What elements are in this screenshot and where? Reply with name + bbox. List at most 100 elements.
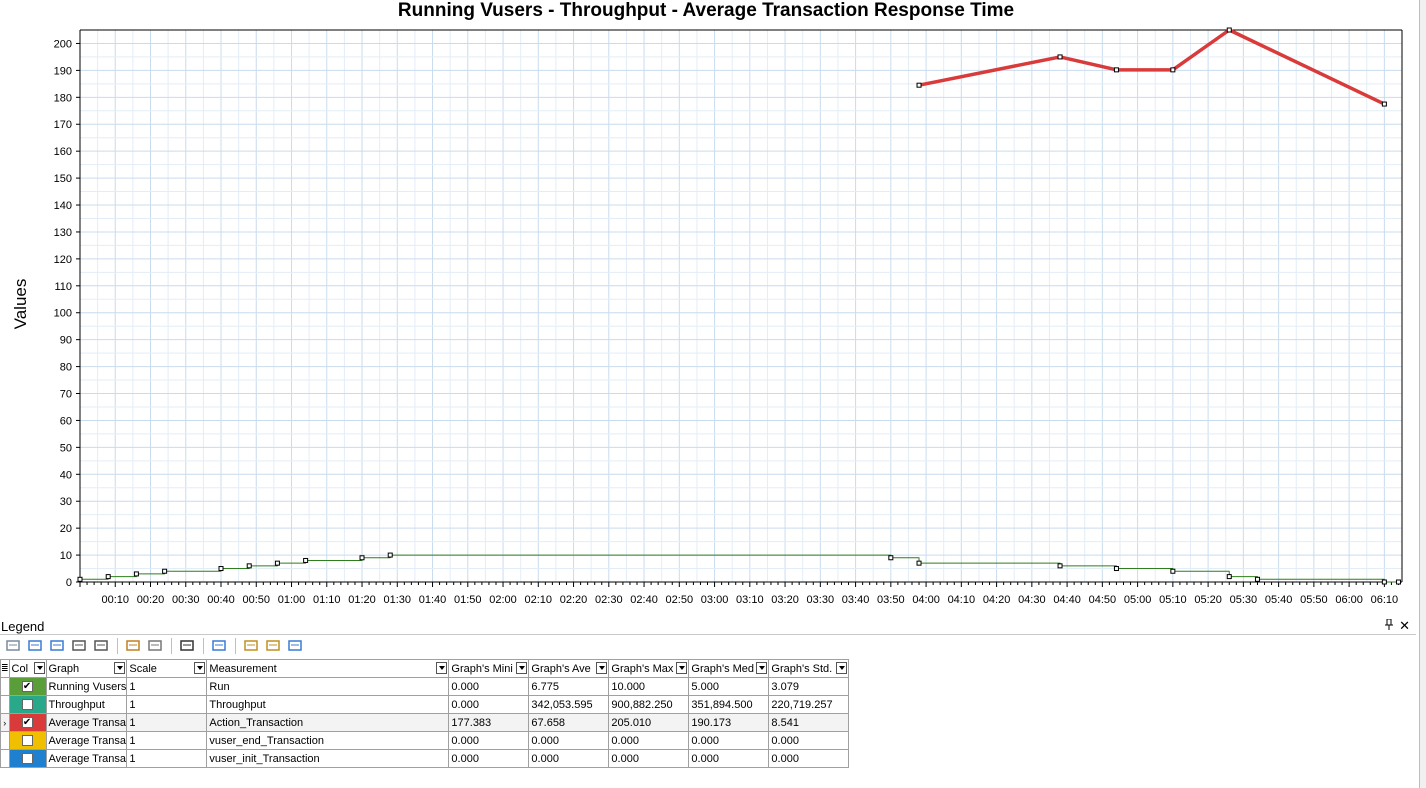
filter-icon[interactable] bbox=[92, 637, 111, 655]
pin-icon[interactable] bbox=[1384, 618, 1394, 635]
cell-avg: 67.658 bbox=[528, 713, 610, 732]
row-selector[interactable] bbox=[0, 695, 10, 714]
dropdown-icon[interactable] bbox=[836, 662, 848, 674]
column-header[interactable]: Graph's Ave bbox=[528, 659, 610, 678]
dropdown-icon[interactable] bbox=[194, 662, 206, 674]
visibility-checkbox[interactable] bbox=[21, 699, 33, 710]
group-icon[interactable] bbox=[264, 637, 283, 655]
x-tick-label: 03:20 bbox=[771, 594, 799, 606]
dropdown-icon[interactable] bbox=[756, 662, 768, 674]
column-header[interactable]: Graph's Mini bbox=[448, 659, 530, 678]
legend-row[interactable]: › ✔ Average Transa 1 Action_Transaction 177.3… bbox=[0, 713, 850, 732]
x-tick-label: 02:50 bbox=[666, 594, 694, 606]
x-tick-label: 01:00 bbox=[278, 594, 306, 606]
cell-min: 177.383 bbox=[448, 713, 530, 732]
properties-icon[interactable] bbox=[286, 637, 305, 655]
cell-min: 0.000 bbox=[448, 749, 530, 768]
data-point-marker bbox=[303, 557, 309, 563]
legend-row[interactable]: Throughput 1 Throughput 0.000 342,053.595 900… bbox=[0, 695, 850, 714]
column-header[interactable]: Graph's Med bbox=[688, 659, 770, 678]
data-point-marker bbox=[359, 555, 365, 561]
legend-row[interactable]: ✔ Running Vusers 1 Run 0.000 6.775 10.000 5.000… bbox=[0, 677, 850, 696]
column-header[interactable]: Measurement bbox=[206, 659, 450, 678]
cell-scale: 1 bbox=[126, 695, 208, 714]
x-tick-label: 03:40 bbox=[842, 594, 870, 606]
color-cell[interactable] bbox=[8, 731, 47, 750]
cell-med: 0.000 bbox=[688, 731, 770, 750]
cell-scale: 1 bbox=[126, 749, 208, 768]
cell-measurement: Action_Transaction bbox=[206, 713, 450, 732]
row-selector[interactable] bbox=[0, 731, 10, 750]
x-tick-label: 02:30 bbox=[595, 594, 623, 606]
cell-min: 0.000 bbox=[448, 695, 530, 714]
data-point-marker bbox=[1395, 579, 1401, 585]
dropdown-icon[interactable] bbox=[516, 662, 528, 674]
row-selector[interactable] bbox=[0, 677, 10, 696]
color-cell[interactable]: ✔ bbox=[8, 713, 47, 732]
data-point-marker bbox=[246, 563, 252, 569]
column-header[interactable]: Graph bbox=[45, 659, 128, 678]
x-tick-label: 00:40 bbox=[207, 594, 235, 606]
visibility-checkbox[interactable] bbox=[21, 735, 33, 746]
color-cell[interactable] bbox=[8, 749, 47, 768]
cell-graph: Throughput bbox=[45, 695, 128, 714]
cell-measurement: Throughput bbox=[206, 695, 450, 714]
data-point-marker bbox=[162, 568, 168, 574]
data-point-marker bbox=[1057, 54, 1063, 60]
row-selector[interactable]: › bbox=[0, 713, 10, 732]
visibility-checkbox[interactable]: ✔ bbox=[21, 717, 33, 728]
column-header[interactable]: Scale bbox=[126, 659, 208, 678]
print-icon[interactable] bbox=[146, 637, 165, 655]
visibility-checkbox[interactable]: ✔ bbox=[21, 681, 33, 692]
hide-all-icon[interactable] bbox=[26, 637, 45, 655]
chart-area[interactable]: 0 10 20 30 40 50 60 70 80 90 100 110 120 130 140 150 160… bbox=[0, 0, 1418, 612]
data-point-marker bbox=[1113, 566, 1119, 572]
data-point-marker bbox=[1226, 574, 1232, 580]
cell-med: 190.173 bbox=[688, 713, 770, 732]
color-cell[interactable] bbox=[8, 695, 47, 714]
column-header[interactable]: Col bbox=[8, 659, 47, 678]
row-selector[interactable] bbox=[0, 749, 10, 768]
axes: 0 10 20 30 40 50 60 70 80 90 100 110 120 130 140 150 160… bbox=[54, 29, 1403, 606]
sort-icon[interactable] bbox=[242, 637, 261, 655]
cell-max: 900,882.250 bbox=[608, 695, 690, 714]
show-all-icon[interactable] bbox=[4, 637, 23, 655]
data-point-marker bbox=[1254, 576, 1260, 582]
x-tick-label: 03:10 bbox=[736, 594, 764, 606]
cell-std: 8.541 bbox=[768, 713, 850, 732]
export-icon[interactable] bbox=[124, 637, 143, 655]
dropdown-icon[interactable] bbox=[114, 662, 126, 674]
color-cell[interactable]: ✔ bbox=[8, 677, 47, 696]
legend-row[interactable]: Average Transa 1 vuser_end_Transaction 0.00… bbox=[0, 731, 850, 750]
configure-icon[interactable] bbox=[178, 637, 197, 655]
y-tick-label: 140 bbox=[54, 200, 72, 212]
y-tick-label: 100 bbox=[54, 308, 72, 320]
x-tick-label: 04:10 bbox=[948, 594, 976, 606]
cell-max: 10.000 bbox=[608, 677, 690, 696]
data-point-marker bbox=[1381, 579, 1387, 585]
x-tick-label: 04:00 bbox=[912, 594, 940, 606]
x-tick-label: 02:20 bbox=[560, 594, 588, 606]
y-tick-label: 180 bbox=[54, 92, 72, 104]
row-selector-header[interactable]: ≣ bbox=[0, 659, 10, 678]
dropdown-icon[interactable] bbox=[436, 662, 448, 674]
cell-scale: 1 bbox=[126, 713, 208, 732]
toolbar-separator bbox=[117, 638, 118, 654]
plot-background bbox=[80, 30, 1402, 582]
dropdown-icon[interactable] bbox=[33, 662, 45, 674]
highlight-icon[interactable] bbox=[48, 637, 67, 655]
dropdown-icon[interactable] bbox=[676, 662, 688, 674]
legend-row[interactable]: Average Transa 1 vuser_init_Transaction 0.0… bbox=[0, 749, 850, 768]
cell-med: 5.000 bbox=[688, 677, 770, 696]
x-tick-label: 06:00 bbox=[1335, 594, 1363, 606]
link-icon[interactable] bbox=[70, 637, 89, 655]
columns-icon[interactable] bbox=[210, 637, 229, 655]
column-header[interactable]: Graph's Max bbox=[608, 659, 690, 678]
color-swatch bbox=[10, 696, 46, 713]
column-header[interactable]: Graph's Std. bbox=[768, 659, 850, 678]
dropdown-icon[interactable] bbox=[596, 662, 608, 674]
x-tick-label: 02:10 bbox=[525, 594, 553, 606]
data-point-marker bbox=[1057, 563, 1063, 569]
close-icon[interactable]: ✕ bbox=[1399, 618, 1410, 633]
visibility-checkbox[interactable] bbox=[21, 753, 33, 764]
